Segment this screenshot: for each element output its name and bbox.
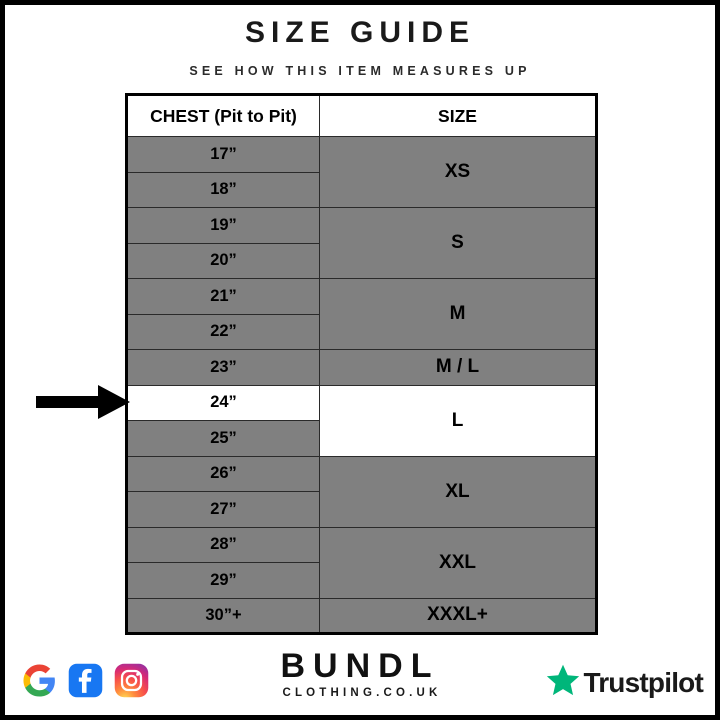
chest-value-cell: 26” bbox=[126, 455, 320, 492]
chest-value-cell: 19” bbox=[126, 207, 320, 244]
instagram-icon[interactable] bbox=[114, 663, 149, 698]
table-row: 17” XS bbox=[126, 136, 597, 208]
size-label-cell: XXXL+ bbox=[319, 597, 597, 634]
table-header: CHEST (Pit to Pit) SIZE bbox=[126, 94, 597, 137]
table-row: 28” XXL bbox=[126, 526, 597, 599]
size-label-cell: XL bbox=[319, 455, 597, 528]
chest-value-cell: 20” bbox=[126, 242, 320, 279]
column-header-chest: CHEST (Pit to Pit) bbox=[126, 94, 320, 137]
trustpilot-wordmark: Trustpilot bbox=[583, 666, 703, 698]
facebook-icon[interactable] bbox=[68, 663, 103, 698]
column-header-size: SIZE bbox=[319, 94, 597, 137]
trustpilot-star-icon bbox=[546, 663, 580, 702]
size-label-cell: S bbox=[319, 207, 597, 279]
size-label-cell: L bbox=[319, 384, 597, 457]
chest-value-cell: 21” bbox=[126, 278, 320, 315]
size-label-cell: XXL bbox=[319, 526, 597, 599]
table-header-row: CHEST (Pit to Pit) SIZE bbox=[126, 94, 597, 137]
table-row: 27” bbox=[126, 491, 597, 528]
size-guide-table: CHEST (Pit to Pit) SIZE 17” XS 18” 19” S 20” 2… bbox=[125, 93, 598, 635]
size-guide-page: SIZE GUIDE SEE HOW THIS ITEM MEASURES UP… bbox=[5, 5, 715, 715]
table-row: 30”+ XXXL+ bbox=[126, 597, 597, 634]
size-label-cell: M bbox=[319, 278, 597, 350]
table-row: 25” bbox=[126, 420, 597, 457]
chest-value-cell: 23” bbox=[126, 349, 320, 386]
right-arrow-icon bbox=[36, 385, 130, 419]
size-label-cell: XS bbox=[319, 136, 597, 208]
brand-domain: CLOTHING.CO.UK bbox=[282, 686, 442, 699]
page-subtitle: SEE HOW THIS ITEM MEASURES UP bbox=[189, 64, 531, 78]
table-row: 23” M / L bbox=[126, 349, 597, 386]
chest-value-cell: 22” bbox=[126, 313, 320, 350]
size-label-cell: M / L bbox=[319, 349, 597, 386]
chest-value-cell: 25” bbox=[126, 420, 320, 457]
table-row: 21” M bbox=[126, 278, 597, 350]
brand-logo: BUNDL CLOTHING.CO.UK bbox=[5, 647, 715, 699]
chest-value-cell: 30”+ bbox=[126, 597, 320, 634]
size-table-container: CHEST (Pit to Pit) SIZE 17” XS 18” 19” S 20” 2… bbox=[125, 93, 598, 636]
footer: BUNDL CLOTHING.CO.UK Trustpilot bbox=[5, 641, 715, 715]
table-row: 29” bbox=[126, 562, 597, 599]
google-icon[interactable] bbox=[22, 663, 57, 698]
page-title: SIZE GUIDE bbox=[244, 16, 476, 49]
table-row: 20” bbox=[126, 242, 597, 279]
header: SIZE GUIDE SEE HOW THIS ITEM MEASURES UP bbox=[5, 5, 715, 78]
table-row: 24” L bbox=[126, 384, 597, 457]
chest-value-cell: 17” bbox=[126, 136, 320, 173]
table-row: 19” S bbox=[126, 207, 597, 279]
chest-value-cell: 24” bbox=[126, 384, 320, 421]
brand-name: BUNDL bbox=[280, 647, 440, 685]
chest-value-cell: 29” bbox=[126, 562, 320, 599]
table-body: 17” XS 18” 19” S 20” 21” M 22” 23” M / L 24” L 25” 26”… bbox=[126, 136, 597, 634]
chest-value-cell: 28” bbox=[126, 526, 320, 563]
table-row: 26” XL bbox=[126, 455, 597, 528]
chest-value-cell: 18” bbox=[126, 171, 320, 208]
chest-value-cell: 27” bbox=[126, 491, 320, 528]
trustpilot-logo[interactable]: Trustpilot bbox=[546, 663, 704, 702]
table-row: 18” bbox=[126, 171, 597, 208]
social-links bbox=[22, 663, 149, 698]
